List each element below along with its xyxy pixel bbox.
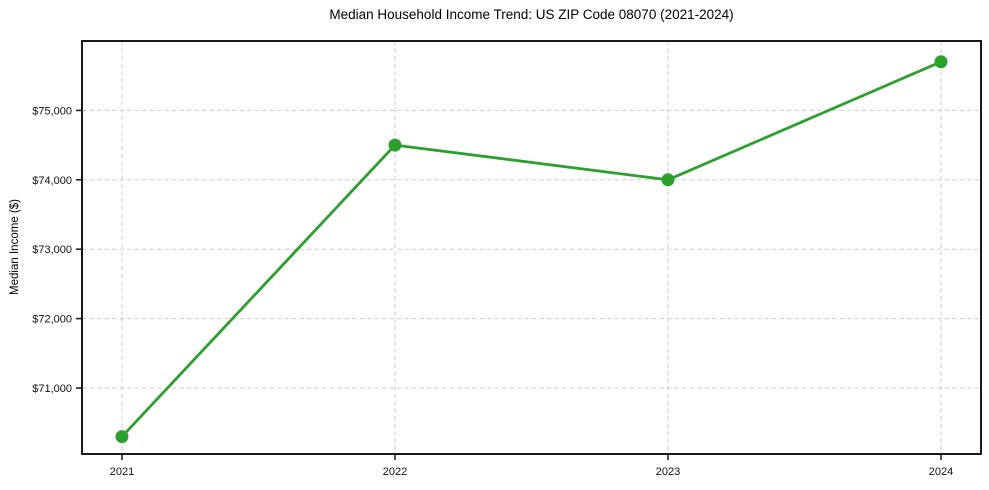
y-tick-label: $74,000 bbox=[32, 175, 72, 187]
x-tick-label: 2021 bbox=[110, 466, 134, 478]
x-tick-label: 2023 bbox=[656, 466, 680, 478]
chart-title: Median Household Income Trend: US ZIP Co… bbox=[329, 7, 734, 22]
x-tick-label: 2024 bbox=[929, 466, 953, 478]
y-tick-label: $71,000 bbox=[32, 383, 72, 395]
data-point-marker bbox=[115, 430, 129, 444]
y-tick-label: $73,000 bbox=[32, 244, 72, 256]
data-point-marker bbox=[934, 55, 948, 69]
data-point-marker bbox=[661, 173, 675, 187]
trend-line bbox=[120, 60, 943, 438]
plot-border bbox=[81, 40, 982, 455]
data-point-marker bbox=[388, 138, 402, 152]
x-tick-label: 2022 bbox=[383, 466, 407, 478]
y-tick-label: $75,000 bbox=[32, 105, 72, 117]
y-tick-label: $72,000 bbox=[32, 314, 72, 326]
